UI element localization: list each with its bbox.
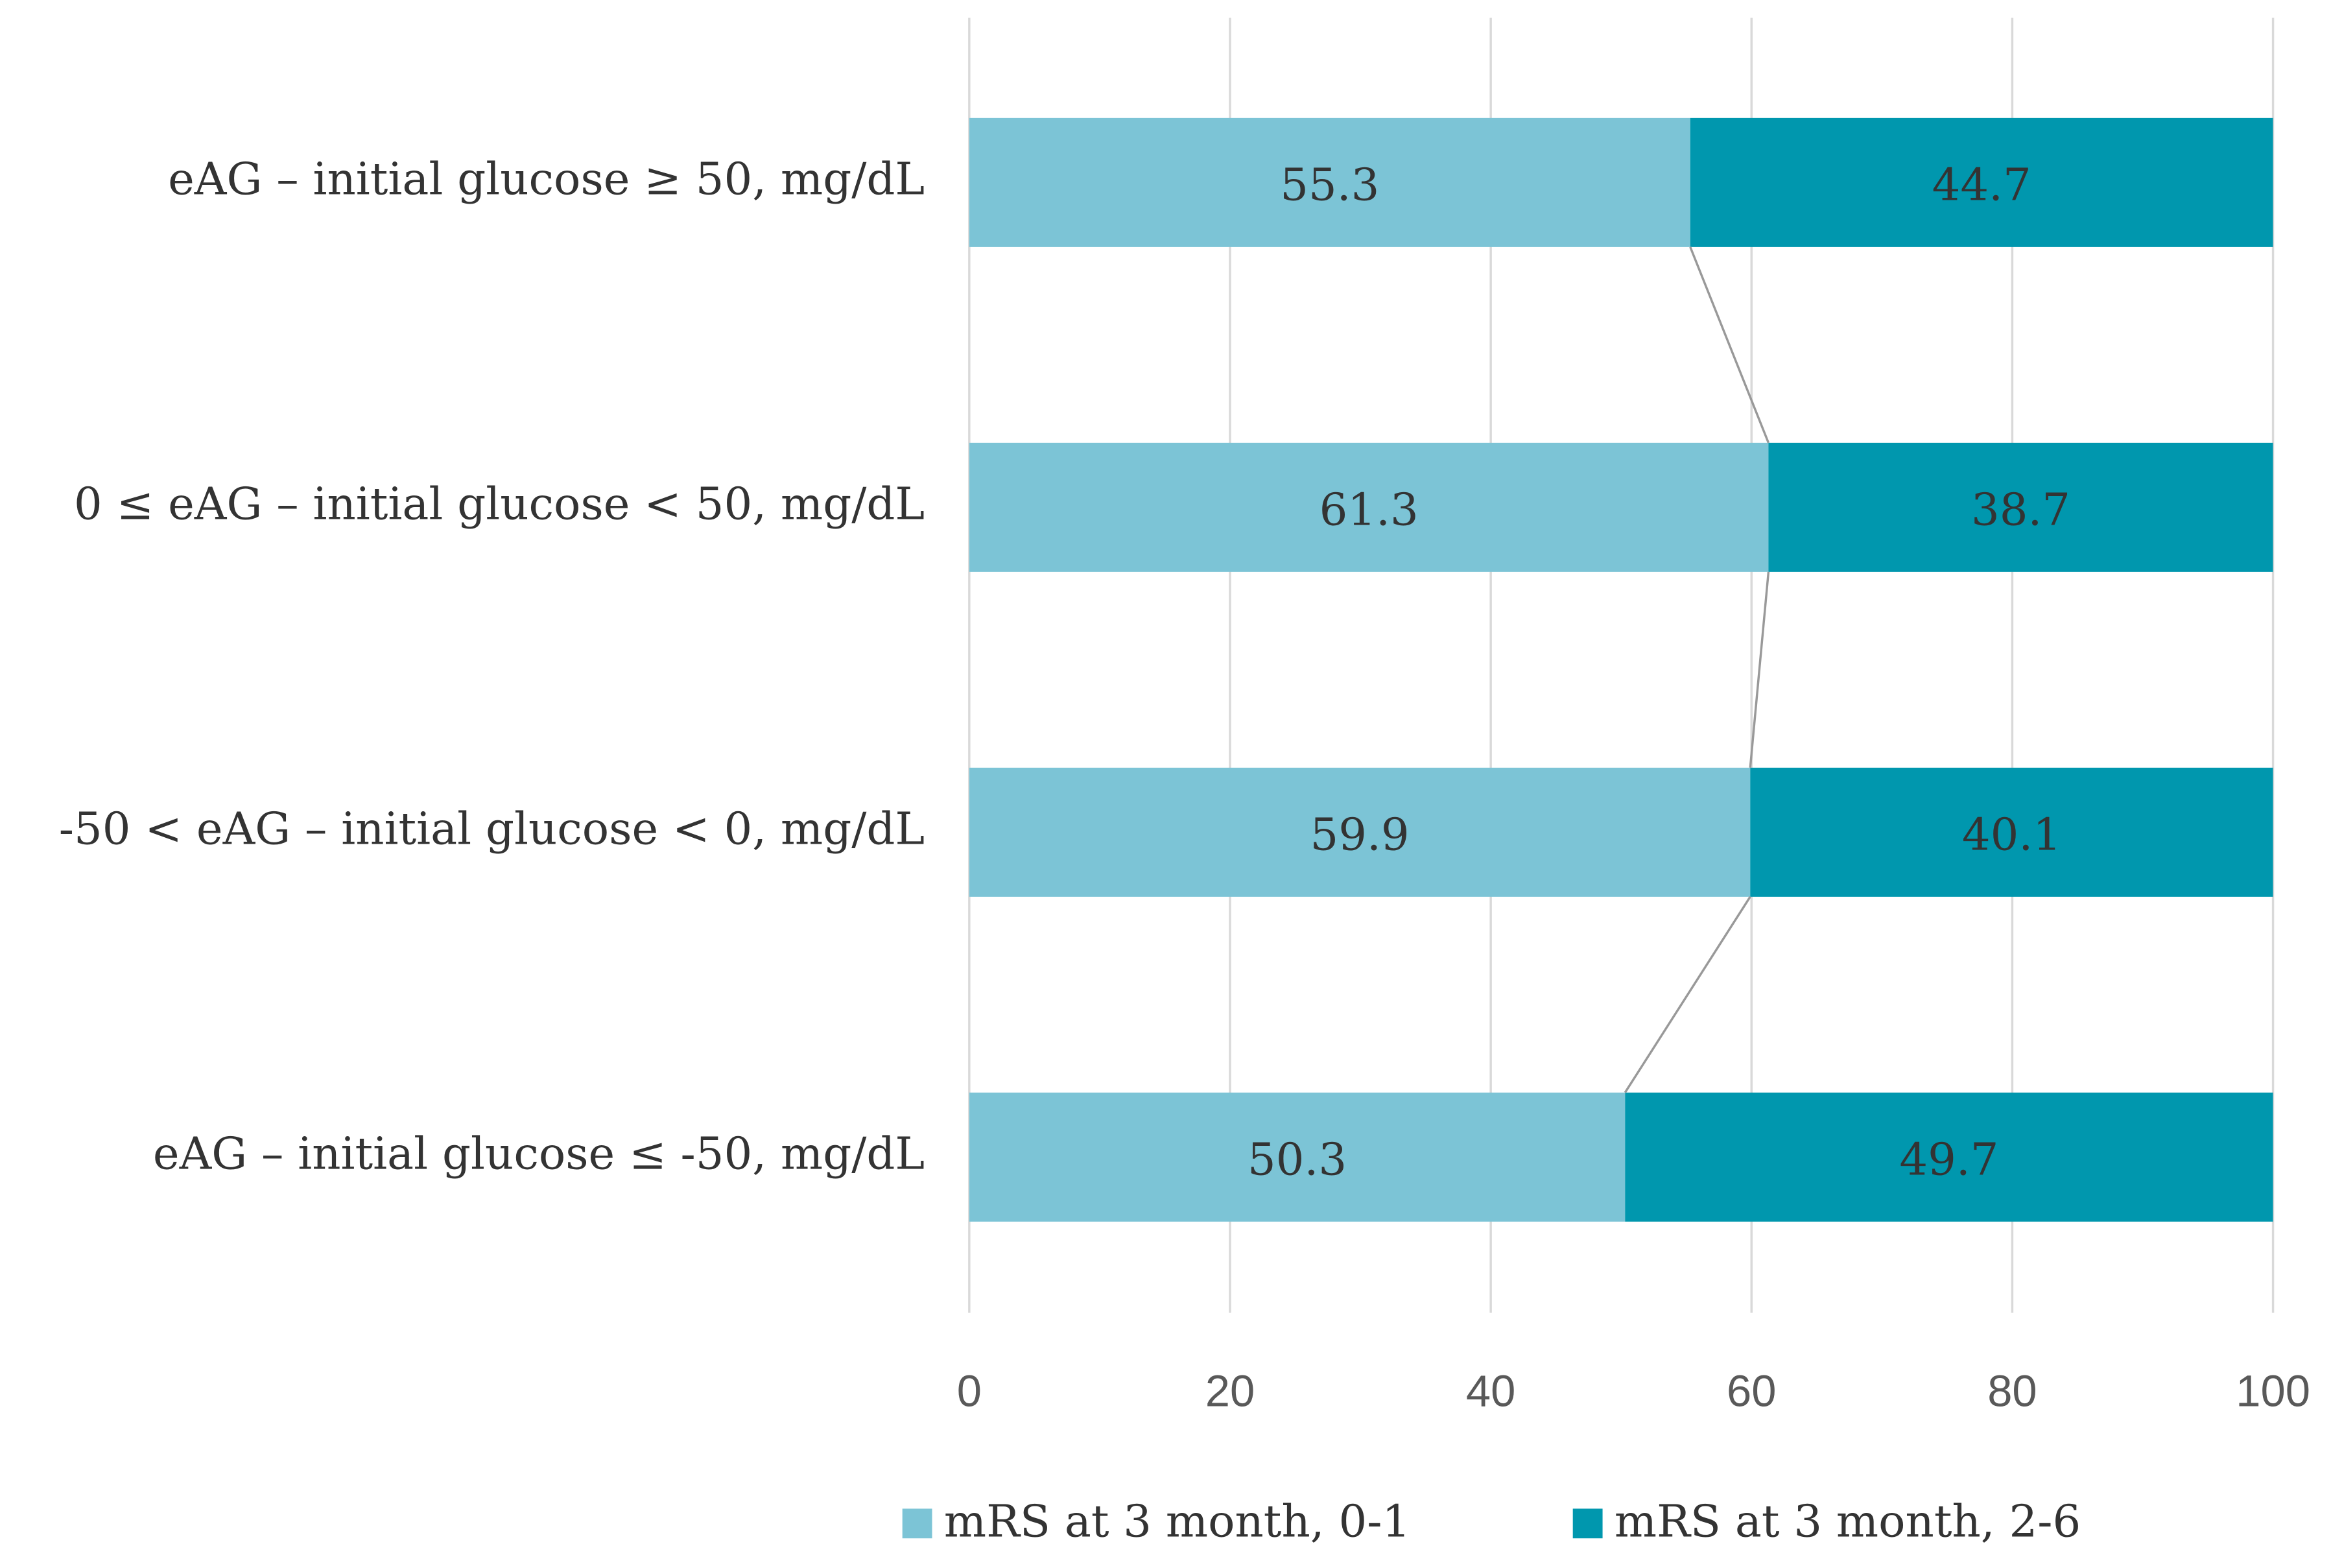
legend-label: mRS at 3 month, 0-1 — [944, 1496, 1410, 1548]
legend-label: mRS at 3 month, 2-6 — [1615, 1496, 2081, 1548]
data-label: 61.3 — [1319, 484, 1419, 536]
data-label: 59.9 — [1310, 809, 1410, 861]
data-label: 44.7 — [1932, 160, 2031, 211]
x-tick-label: 80 — [1987, 1366, 2037, 1416]
bar — [1768, 442, 2273, 572]
bar — [969, 117, 1690, 247]
series-line — [1689, 246, 1770, 444]
x-tick-label: 20 — [1205, 1366, 1255, 1416]
data-label: 40.1 — [1962, 809, 2061, 861]
x-tick-label: 100 — [2236, 1366, 2310, 1416]
x-tick-label: 40 — [1466, 1366, 1515, 1416]
bar — [969, 767, 1751, 897]
data-label: 38.7 — [1971, 484, 2070, 536]
x-tick-label: 60 — [1727, 1366, 1776, 1416]
data-label: 49.7 — [1899, 1134, 1998, 1186]
bar — [1750, 767, 2273, 897]
bar — [1625, 1092, 2273, 1222]
y-tick-label: -50 < eAG – initial glucose < 0, mg/dL — [59, 803, 925, 855]
bar — [1690, 117, 2273, 247]
legend-swatch — [902, 1508, 932, 1539]
bar — [969, 442, 1769, 572]
y-tick-label: eAG – initial glucose ≤ -50, mg/dL — [153, 1128, 925, 1180]
series-line — [1749, 571, 1770, 768]
data-label: 50.3 — [1248, 1134, 1347, 1186]
bar — [969, 1092, 1626, 1222]
legend-swatch — [1572, 1508, 1603, 1539]
x-tick-label: 0 — [957, 1366, 982, 1416]
data-label: 55.3 — [1280, 160, 1379, 211]
y-tick-label: eAG – initial glucose ≥ 50, mg/dL — [168, 153, 925, 205]
series-line — [1624, 896, 1751, 1093]
y-tick-label: 0 ≤ eAG – initial glucose < 50, mg/dL — [74, 478, 925, 530]
